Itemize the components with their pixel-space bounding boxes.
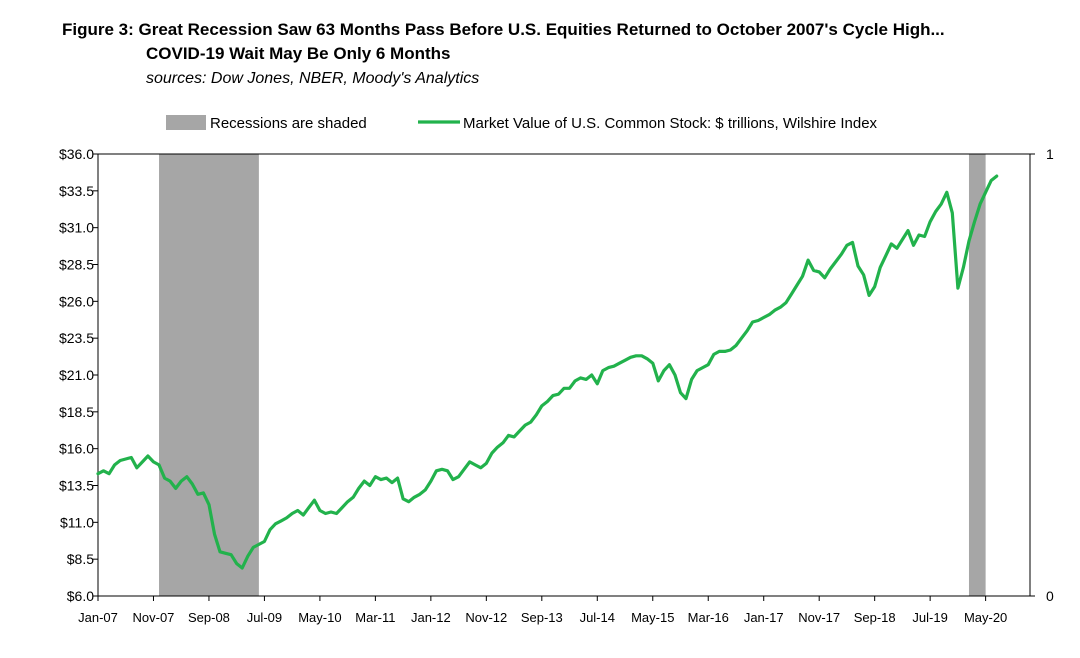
x-tick-label: Mar-11 xyxy=(355,610,395,625)
y-tick-label: $28.5 xyxy=(59,257,94,273)
y-tick-label: $16.0 xyxy=(59,441,94,457)
series-layer xyxy=(96,174,999,570)
x-tick-label: Jul-09 xyxy=(247,610,282,625)
legend-swatch-recession xyxy=(166,115,206,130)
y-axis: $6.0 $8.5 $11.0 $13.5 $16.0 $18.5 $21.0 $23.5 $2… xyxy=(59,146,98,604)
x-tick-label: Nov-07 xyxy=(133,610,175,625)
y-tick-label: $8.5 xyxy=(67,551,94,567)
y-tick-label: $13.5 xyxy=(59,478,94,494)
x-tick-label: Jul-19 xyxy=(912,610,947,625)
recession-band-2 xyxy=(968,154,986,596)
x-tick-label: Jul-14 xyxy=(580,610,615,625)
x-tick-label: Jan-12 xyxy=(411,610,451,625)
y-tick-label: $31.0 xyxy=(59,220,94,236)
x-tick-label: Jan-17 xyxy=(744,610,784,625)
recession-bands xyxy=(159,154,986,596)
x-tick-label: Sep-08 xyxy=(188,610,230,625)
x-tick-label: May-15 xyxy=(631,610,674,625)
y2-axis: 01 xyxy=(1030,146,1054,604)
y-tick-label: $21.0 xyxy=(59,367,94,383)
legend-label-series: Market Value of U.S. Common Stock: $ tri… xyxy=(463,115,878,132)
x-tick-label: Nov-17 xyxy=(798,610,840,625)
x-tick-label: Jan-07 xyxy=(78,610,118,625)
legend-label-recession: Recessions are shaded xyxy=(210,115,367,132)
y-tick-label: $33.5 xyxy=(59,183,94,199)
x-tick-label: Sep-18 xyxy=(854,610,896,625)
x-tick-label: Nov-12 xyxy=(465,610,507,625)
x-tick-label: Sep-13 xyxy=(521,610,563,625)
y-tick-label: $11.0 xyxy=(60,514,94,530)
series-line-1 xyxy=(96,174,999,570)
x-tick-label: May-20 xyxy=(964,610,1007,625)
x-axis: Jan-07 Nov-07 Sep-08 Jul-09 May-10 Mar-11 Jan-… xyxy=(78,596,1007,625)
y-tick-label: $6.0 xyxy=(67,588,94,604)
sources-caption: sources: Dow Jones, NBER, Moody's Analyt… xyxy=(146,70,480,87)
title-line-2: COVID-19 Wait May Be Only 6 Months xyxy=(146,44,451,63)
title-line-1: Figure 3: Great Recession Saw 63 Months … xyxy=(62,20,945,39)
chart-title: Figure 3: Great Recession Saw 63 Months … xyxy=(62,18,945,66)
y-tick-label: $23.5 xyxy=(59,330,94,346)
y2-tick-label: 1 xyxy=(1046,146,1054,162)
recession-band-1 xyxy=(159,154,259,596)
y-tick-label: $26.0 xyxy=(59,293,94,309)
y-tick-label: $18.5 xyxy=(59,404,94,420)
x-tick-label: May-10 xyxy=(298,610,341,625)
x-tick-label: Mar-16 xyxy=(688,610,729,625)
y-tick-label: $36.0 xyxy=(59,146,94,162)
legend: Recessions are shaded Market Value of U.S… xyxy=(166,115,878,132)
y2-tick-label: 0 xyxy=(1046,588,1054,604)
